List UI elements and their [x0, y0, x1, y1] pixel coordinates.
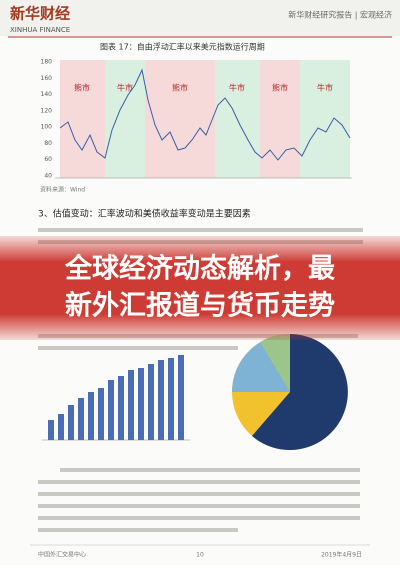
footer-date: 2019年4月9日 — [321, 551, 362, 559]
brand: 新华财经 — [10, 4, 70, 22]
bar-chart — [42, 355, 190, 441]
phase-band — [260, 60, 300, 178]
page-number: 10 — [196, 552, 204, 559]
phase-band — [300, 60, 350, 178]
footer-left: 中国外汇交易中心 — [38, 551, 86, 559]
phase-label: 熊市 — [74, 83, 90, 93]
y-tick-label: 160 — [41, 75, 53, 82]
figure-source: 资料来源：Wind — [40, 186, 85, 194]
y-tick-label: 100 — [41, 124, 53, 131]
pie-chart — [232, 333, 348, 450]
body-text-lines — [38, 468, 360, 532]
phase-label: 熊市 — [272, 83, 288, 93]
header-bar — [0, 0, 400, 36]
y-tick-label: 140 — [41, 91, 53, 98]
banner-title: 新外汇报道与货币走势 — [65, 290, 335, 322]
figure-title: 图表 17：自由浮动汇率以来美元指数运行周期 — [100, 42, 265, 52]
phase-label: 牛市 — [317, 83, 333, 93]
phase-label: 熊市 — [172, 83, 188, 93]
section-heading: 3、估值变动：汇率波动和美债收益率变动是主要因素 — [38, 208, 251, 220]
banner-title: 全球经济动态解析，最 — [64, 253, 335, 285]
index-line — [59, 68, 351, 161]
phase-band — [60, 60, 105, 178]
phase-band — [145, 60, 215, 178]
y-tick-label: 40 — [44, 173, 52, 180]
phase-band — [105, 60, 145, 178]
phase-label: 牛市 — [229, 83, 245, 93]
y-tick-label: 60 — [44, 156, 52, 163]
brand-en: XINHUA FINANCE — [10, 26, 70, 34]
y-tick-label: 180 — [41, 59, 53, 66]
header-right: 新华财经研究报告 | 宏观经济 — [288, 10, 392, 20]
phase-label: 牛市 — [117, 83, 133, 93]
y-tick-label: 80 — [44, 140, 52, 147]
banner — [0, 236, 400, 340]
figure-chart: 180 160 140 120 100 80 60 40 熊市 牛市 熊市 牛市 熊市 牛市 — [41, 59, 352, 180]
y-tick-label: 120 — [41, 107, 53, 114]
